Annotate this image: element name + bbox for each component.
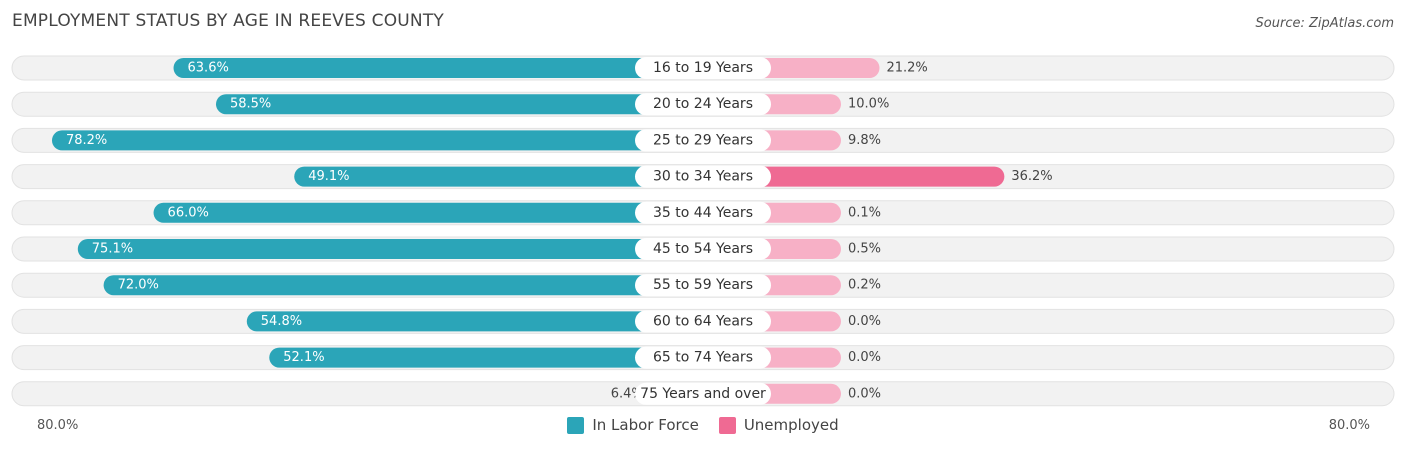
unemployed-bar <box>703 166 1005 187</box>
labor-force-value-label: 63.6% <box>188 61 229 76</box>
labor-force-value-label: 54.8% <box>261 314 302 329</box>
category-pill <box>635 382 771 405</box>
category-pill <box>635 274 771 297</box>
legend-item-unemployed[interactable]: Unemployed <box>718 416 839 434</box>
category-pill <box>635 93 771 116</box>
labor-force-value-label: 78.2% <box>66 133 107 148</box>
labor-force-bar <box>173 58 703 78</box>
axis-left-label: 80.0% <box>37 418 79 433</box>
labor-force-value-label: 66.0% <box>168 205 209 220</box>
labor-force-value-label: 72.0% <box>118 278 159 293</box>
labor-force-value-label: 75.1% <box>92 242 133 257</box>
category-pill <box>635 57 771 79</box>
labor-force-bar <box>269 347 703 368</box>
labor-force-value-label: 58.5% <box>230 97 271 112</box>
category-pill <box>635 165 771 188</box>
legend-swatch-unemployed <box>718 416 736 434</box>
legend-label-labor-force: In Labor Force <box>592 416 699 434</box>
unemployed-value-label: 0.0% <box>848 314 881 329</box>
unemployed-value-label: 10.0% <box>848 97 889 112</box>
unemployed-value-label: 36.2% <box>1011 169 1052 184</box>
unemployed-value-label: 0.0% <box>848 350 881 365</box>
axis-right-label: 80.0% <box>1328 418 1370 433</box>
category-label: 20 to 24 Years <box>653 96 753 112</box>
category-pill <box>635 129 771 152</box>
legend: In Labor Force Unemployed <box>0 416 1406 434</box>
category-label: 60 to 64 Years <box>653 313 753 329</box>
labor-force-bar <box>294 166 703 187</box>
unemployed-value-label: 0.0% <box>848 386 881 401</box>
labor-force-bar <box>215 94 704 115</box>
chart-title: EMPLOYMENT STATUS BY AGE IN REEVES COUNT… <box>12 11 445 31</box>
labor-force-value-label: 6.4% <box>611 386 644 401</box>
chart-source: Source: ZipAtlas.com <box>1255 16 1394 31</box>
category-label: 75 Years and over <box>640 386 766 402</box>
category-label: 30 to 34 Years <box>653 169 753 185</box>
legend-swatch-labor-force <box>567 416 585 434</box>
labor-force-bar <box>153 202 704 223</box>
category-pill <box>635 201 771 224</box>
category-label: 45 to 54 Years <box>653 241 753 257</box>
legend-label-unemployed: Unemployed <box>743 416 839 434</box>
labor-force-value-label: 52.1% <box>283 350 324 365</box>
labor-force-bar <box>246 311 704 332</box>
unemployed-value-label: 0.1% <box>848 205 881 220</box>
category-pill <box>635 310 771 333</box>
category-pill <box>635 346 771 369</box>
category-label: 25 to 29 Years <box>653 132 753 148</box>
labor-force-value-label: 49.1% <box>308 169 349 184</box>
unemployed-value-label: 21.2% <box>886 61 927 76</box>
labor-force-bar <box>51 130 704 151</box>
unemployed-value-label: 9.8% <box>848 133 881 148</box>
labor-force-bar <box>77 239 704 259</box>
labor-force-bar <box>103 275 704 296</box>
category-label: 35 to 44 Years <box>653 205 753 221</box>
category-label: 55 to 59 Years <box>653 277 753 293</box>
category-label: 16 to 19 Years <box>653 60 753 76</box>
legend-item-labor-force[interactable]: In Labor Force <box>567 416 699 434</box>
category-pill <box>635 238 771 260</box>
category-label: 65 to 74 Years <box>653 350 753 366</box>
unemployed-value-label: 0.2% <box>848 278 881 293</box>
unemployed-value-label: 0.5% <box>848 242 881 257</box>
